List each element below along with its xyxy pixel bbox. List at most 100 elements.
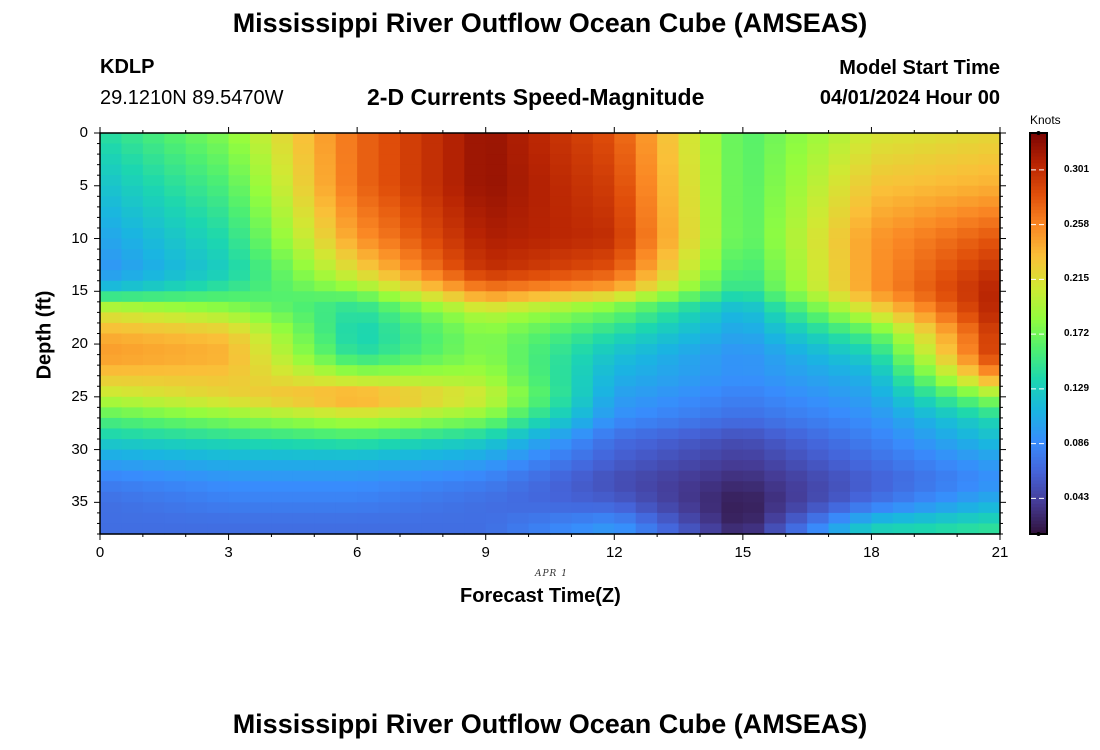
heatmap-cell bbox=[850, 322, 873, 335]
heatmap-cell bbox=[614, 322, 637, 335]
heatmap-cell bbox=[507, 460, 530, 472]
heatmap-cell bbox=[721, 227, 744, 240]
heatmap-cell bbox=[742, 175, 765, 187]
colorbar-cell bbox=[1030, 430, 1047, 435]
heatmap-cell bbox=[335, 407, 358, 419]
heatmap-cell bbox=[378, 333, 401, 345]
heatmap-cell bbox=[807, 386, 830, 398]
heatmap-cell bbox=[614, 312, 637, 324]
heatmap-cell bbox=[550, 312, 573, 324]
heatmap-cell bbox=[785, 227, 808, 240]
heatmap-cell bbox=[100, 365, 123, 377]
heatmap-cell bbox=[550, 333, 573, 345]
heatmap-cell bbox=[314, 365, 337, 377]
heatmap-cell bbox=[935, 449, 958, 461]
colorbar-ticks bbox=[1031, 131, 1046, 536]
heatmap-cell bbox=[442, 365, 465, 377]
heatmap-cell bbox=[700, 164, 723, 176]
heatmap-cell bbox=[314, 523, 337, 535]
heatmap-cell bbox=[228, 512, 251, 525]
heatmap-cell bbox=[892, 333, 915, 345]
heatmap-cell bbox=[850, 481, 873, 493]
heatmap-cell bbox=[721, 301, 744, 313]
heatmap-cell bbox=[164, 512, 187, 525]
heatmap-cell bbox=[207, 175, 230, 187]
heatmap-cell bbox=[657, 333, 680, 345]
heatmap-cell bbox=[721, 312, 744, 324]
heatmap-cell bbox=[121, 270, 144, 282]
heatmap-cell bbox=[935, 375, 958, 387]
heatmap-cell bbox=[442, 238, 465, 250]
heatmap-cell bbox=[100, 217, 123, 229]
colorbar-cell bbox=[1030, 209, 1047, 214]
heatmap-cell bbox=[485, 185, 508, 197]
colorbar-cell bbox=[1030, 233, 1047, 238]
heatmap-cell bbox=[464, 470, 487, 482]
heatmap-cell bbox=[635, 249, 658, 261]
heatmap-cell bbox=[228, 185, 251, 197]
heatmap-cell bbox=[678, 196, 701, 208]
heatmap-cell bbox=[592, 386, 615, 398]
heatmap-cell bbox=[314, 512, 337, 525]
heatmap-cell bbox=[635, 417, 658, 430]
heatmap-cell bbox=[828, 133, 851, 145]
heatmap-cell bbox=[721, 396, 744, 408]
colorbar-cell bbox=[1030, 460, 1047, 465]
colorbar-cell bbox=[1030, 507, 1047, 512]
heatmap-cell bbox=[121, 470, 144, 482]
heatmap-cell bbox=[978, 523, 1001, 535]
heatmap-cell bbox=[957, 312, 980, 324]
heatmap-cell bbox=[957, 227, 980, 240]
chart-title: Mississippi River Outflow Ocean Cube (AM… bbox=[232, 8, 868, 38]
heatmap-cell bbox=[485, 417, 508, 430]
heatmap-cell bbox=[828, 512, 851, 525]
heatmap-cell bbox=[400, 491, 423, 503]
y-axis-title: Depth (ft) bbox=[33, 290, 56, 380]
heatmap-cell bbox=[828, 386, 851, 398]
heatmap-cell bbox=[550, 280, 573, 292]
heatmap-cell bbox=[742, 322, 765, 335]
colorbar-cell bbox=[1030, 500, 1047, 505]
heatmap-cell bbox=[721, 354, 744, 366]
heatmap-cell bbox=[357, 460, 380, 472]
heatmap-cell bbox=[764, 143, 787, 155]
colorbar-cell bbox=[1030, 229, 1047, 234]
heatmap-cell bbox=[271, 428, 294, 440]
colorbar-cell bbox=[1030, 393, 1047, 398]
colorbar-unit: Knots bbox=[1030, 113, 1061, 127]
heatmap-cell bbox=[742, 249, 765, 261]
heatmap-cell bbox=[657, 154, 680, 166]
heatmap-cell bbox=[550, 481, 573, 493]
heatmap-cell bbox=[421, 470, 444, 482]
heatmap-cell bbox=[271, 280, 294, 292]
heatmap-cell bbox=[571, 386, 594, 398]
heatmap-cell bbox=[957, 417, 980, 430]
heatmap-cell bbox=[185, 164, 208, 176]
heatmap-cell bbox=[742, 407, 765, 419]
heatmap-cell bbox=[378, 375, 401, 387]
heatmap-cell bbox=[314, 175, 337, 187]
heatmap-cell bbox=[507, 301, 530, 313]
heatmap-cell bbox=[700, 238, 723, 250]
heatmap-cell bbox=[978, 396, 1001, 408]
heatmap-cell bbox=[121, 291, 144, 303]
heatmap-cell bbox=[207, 143, 230, 155]
heatmap-cell bbox=[700, 396, 723, 408]
heatmap-cell bbox=[721, 365, 744, 377]
heatmap-cell bbox=[764, 428, 787, 440]
heatmap-cell bbox=[914, 428, 937, 440]
heatmap-cell bbox=[121, 460, 144, 472]
heatmap-cell bbox=[485, 196, 508, 208]
heatmap-cell bbox=[464, 386, 487, 398]
y-tick-label: 0 bbox=[79, 124, 88, 141]
heatmap-cell bbox=[464, 481, 487, 493]
heatmap-cell bbox=[764, 270, 787, 282]
heatmap-cell bbox=[957, 481, 980, 493]
heatmap-cell bbox=[721, 523, 744, 535]
colorbar-cell bbox=[1030, 477, 1047, 482]
heatmap-cell bbox=[207, 154, 230, 166]
heatmap-cell bbox=[550, 365, 573, 377]
heatmap-cell bbox=[207, 249, 230, 261]
heatmap-cell bbox=[228, 460, 251, 472]
heatmap-cell bbox=[678, 249, 701, 261]
